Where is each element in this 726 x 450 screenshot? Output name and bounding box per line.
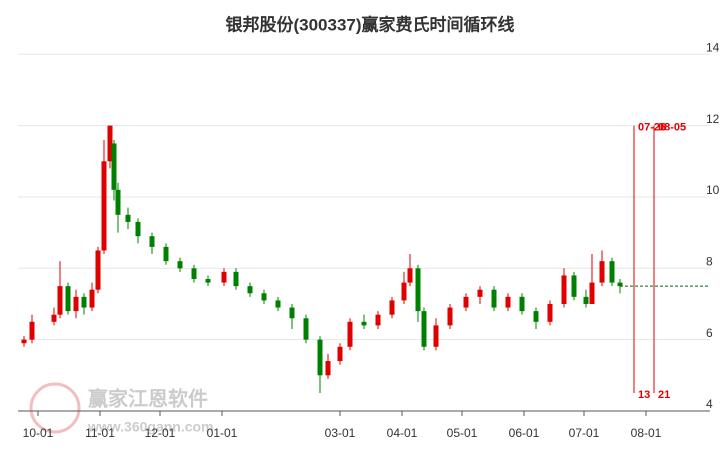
candle-body bbox=[303, 318, 309, 340]
candle-body bbox=[505, 296, 511, 308]
candle-body bbox=[519, 296, 525, 312]
candle-body bbox=[547, 303, 553, 322]
candle-body bbox=[571, 275, 577, 297]
y-tick-label: 4 bbox=[706, 397, 713, 411]
x-tick-label: 03-01 bbox=[325, 426, 356, 440]
candle-body bbox=[463, 296, 469, 308]
watermark-url: www.360gann.com bbox=[87, 419, 214, 435]
candle-body bbox=[261, 293, 267, 301]
x-tick-label: 05-01 bbox=[447, 426, 478, 440]
candle-body bbox=[233, 271, 239, 287]
candle-body bbox=[415, 268, 421, 312]
x-tick-label: 08-01 bbox=[631, 426, 662, 440]
candle-body bbox=[361, 321, 367, 326]
candle-body bbox=[533, 311, 539, 322]
candle-body bbox=[407, 268, 413, 283]
candle-body bbox=[135, 221, 141, 237]
candle-body bbox=[389, 300, 395, 315]
x-tick-label: 01-01 bbox=[207, 426, 238, 440]
candle-body bbox=[421, 311, 427, 347]
candle-body bbox=[477, 289, 483, 297]
cycle-count: 13 bbox=[638, 389, 650, 401]
candle-body bbox=[583, 296, 589, 304]
candle-body bbox=[21, 339, 27, 344]
candle-body bbox=[65, 286, 71, 312]
candle-body bbox=[617, 282, 623, 287]
cycle-count: 21 bbox=[658, 389, 670, 401]
candle-body bbox=[163, 246, 169, 262]
candle-body bbox=[221, 271, 227, 283]
y-tick-label: 14 bbox=[706, 40, 720, 54]
x-tick-label: 06-01 bbox=[509, 426, 540, 440]
candle-body bbox=[29, 321, 35, 340]
candle-body bbox=[89, 289, 95, 308]
candle-body bbox=[491, 289, 497, 308]
candle-body bbox=[125, 214, 131, 222]
candle-body bbox=[401, 282, 407, 301]
candle-body bbox=[317, 339, 323, 376]
candle-body bbox=[589, 282, 595, 304]
candle-body bbox=[107, 125, 113, 162]
candle-body bbox=[205, 279, 211, 283]
y-tick-label: 6 bbox=[706, 326, 713, 340]
x-tick-label: 10-01 bbox=[23, 426, 54, 440]
candle-body bbox=[177, 261, 183, 269]
watermark-name: 赢家江恩软件 bbox=[88, 386, 208, 410]
candle-body bbox=[275, 300, 281, 308]
cycle-date: 07-26 bbox=[638, 122, 666, 134]
x-tick-label: 12-01 bbox=[145, 426, 176, 440]
candle-body bbox=[433, 325, 439, 347]
candle-body bbox=[111, 143, 117, 190]
cycle-date: 08-05 bbox=[658, 122, 686, 134]
chart-title: 银邦股份(300337)赢家费氏时间循环线 bbox=[225, 14, 514, 34]
candle-body bbox=[247, 286, 253, 294]
candle-body bbox=[191, 268, 197, 280]
candle-body bbox=[599, 261, 605, 283]
y-tick-label: 12 bbox=[706, 112, 720, 126]
candle-body bbox=[115, 189, 121, 215]
x-tick-label: 07-01 bbox=[569, 426, 600, 440]
candle-body bbox=[95, 250, 101, 290]
x-tick-label: 11-01 bbox=[85, 426, 115, 440]
candle-body bbox=[51, 314, 57, 322]
candle-body bbox=[347, 321, 353, 347]
candle-body bbox=[561, 275, 567, 304]
watermark-logo bbox=[29, 382, 81, 434]
candle-body bbox=[101, 161, 107, 251]
candle-body bbox=[609, 261, 615, 283]
watermark: 赢家江恩软件 www.360gann.com bbox=[29, 382, 214, 435]
x-tick-label: 04-01 bbox=[387, 426, 418, 440]
y-tick-label: 10 bbox=[706, 183, 720, 197]
candle-body bbox=[57, 286, 63, 315]
candle-body bbox=[73, 296, 79, 312]
candle-body bbox=[375, 314, 381, 326]
candle-body bbox=[149, 236, 155, 247]
candle-body bbox=[447, 307, 453, 326]
candle-body bbox=[337, 346, 343, 362]
candle-body bbox=[81, 296, 87, 308]
candle-body bbox=[325, 361, 331, 376]
candle-body bbox=[289, 307, 295, 319]
y-tick-label: 8 bbox=[706, 254, 713, 268]
